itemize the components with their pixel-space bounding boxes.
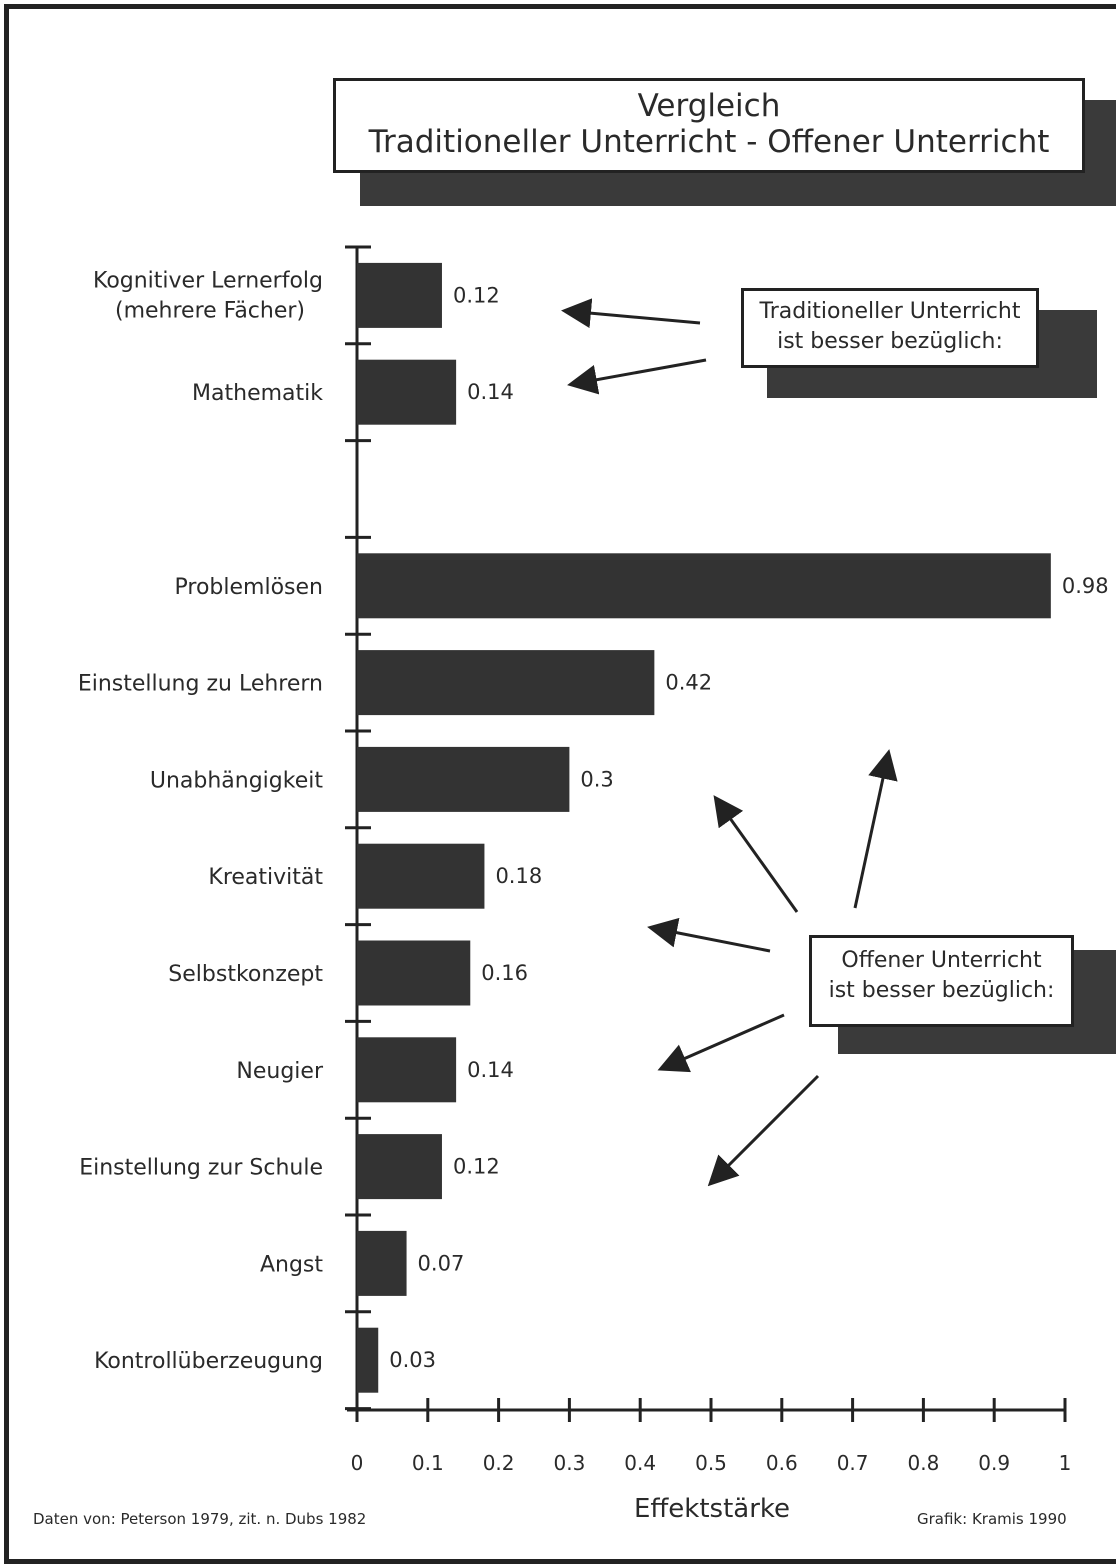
bar-unabhangigkeit xyxy=(357,746,570,812)
value-label-mathematik: 0.14 xyxy=(467,380,514,404)
x-tick-label: 0.2 xyxy=(483,1451,515,1475)
annotation-arrows xyxy=(561,298,898,1187)
value-label-kontrolluberzeugung: 0.03 xyxy=(389,1348,436,1372)
x-tick-label: 0.9 xyxy=(978,1451,1010,1475)
x-tick-label: 0.4 xyxy=(624,1451,656,1475)
open-note: Offener Unterricht ist besser bezüglich: xyxy=(809,935,1074,1027)
x-tick-label: 0 xyxy=(351,1451,364,1475)
title-box: Vergleich Traditioneller Unterricht - Of… xyxy=(333,78,1085,173)
x-tick-label: 0.1 xyxy=(412,1451,444,1475)
value-label-angst: 0.07 xyxy=(418,1251,465,1275)
category-label-line2-kognitiver-lernerfolg-mehrere-facher: (mehrere Fächer) xyxy=(115,298,305,323)
traditional-note: Traditioneller Unterricht ist besser bez… xyxy=(741,288,1039,368)
annotation-arrow xyxy=(657,1013,785,1073)
x-tick-label: 0.5 xyxy=(695,1451,727,1475)
annotation-arrow xyxy=(561,298,701,329)
data-source-note: Daten von: Peterson 1979, zit. n. Dubs 1… xyxy=(33,1510,367,1528)
x-tick-label: 0.3 xyxy=(553,1451,585,1475)
category-label-unabhangigkeit: Unabhängigkeit xyxy=(150,768,324,793)
value-label-einstellung-zu-lehrern: 0.42 xyxy=(665,671,712,695)
x-tick-label: 0.8 xyxy=(907,1451,939,1475)
value-label-selbstkonzept: 0.16 xyxy=(481,961,528,985)
chart-title-line-2: Traditioneller Unterricht - Offener Unte… xyxy=(368,124,1050,160)
graphic-credit: Grafik: Kramis 1990 xyxy=(917,1510,1067,1528)
bar-problemlosen xyxy=(357,553,1051,619)
bar-einstellung-zu-lehrern xyxy=(357,650,655,716)
bars xyxy=(357,262,1051,1393)
x-tick-label: 0.6 xyxy=(766,1451,798,1475)
bar-kognitiver-lernerfolg-mehrere-facher xyxy=(357,262,442,328)
bar-selbstkonzept xyxy=(357,940,471,1006)
category-label-einstellung-zu-lehrern: Einstellung zu Lehrern xyxy=(78,672,323,697)
category-label-problemlosen: Problemlösen xyxy=(175,575,323,600)
value-label-einstellung-zur-schule: 0.12 xyxy=(453,1155,500,1179)
annotation-arrow xyxy=(647,917,771,953)
value-label-kognitiver-lernerfolg-mehrere-facher: 0.12 xyxy=(453,283,500,307)
x-tick-label: 1 xyxy=(1059,1451,1072,1475)
chart-title-line-1: Vergleich xyxy=(637,88,781,124)
category-label-kontrolluberzeugung: Kontrollüberzeugung xyxy=(94,1349,323,1374)
value-label-kreativitat: 0.18 xyxy=(495,864,542,888)
x-tick-label: 0.7 xyxy=(837,1451,869,1475)
bar-mathematik xyxy=(357,359,457,425)
category-label-angst: Angst xyxy=(260,1252,323,1277)
bar-kontrolluberzeugung xyxy=(357,1327,379,1393)
annotation-arrow xyxy=(707,1074,820,1187)
axes: 0 0.1 0.2 0.3 0.4 0.5 0.6 0.7 0.8 0.9 1 Effektstärk… xyxy=(345,245,1072,1524)
labels: 0.12 Kognitiver Lernerfolg (mehrere Fächer… xyxy=(78,268,1109,1374)
bar-kreativitat xyxy=(357,843,485,909)
bar-einstellung-zur-schule xyxy=(357,1134,442,1200)
value-label-unabhangigkeit: 0.3 xyxy=(580,767,613,791)
category-label-neugier: Neugier xyxy=(236,1059,324,1084)
bar-angst xyxy=(357,1230,407,1296)
value-label-neugier: 0.14 xyxy=(467,1058,514,1082)
category-label-selbstkonzept: Selbstkonzept xyxy=(168,962,323,987)
category-label-mathematik: Mathematik xyxy=(192,381,323,406)
x-axis-label: Effektstärke xyxy=(634,1494,790,1524)
annotation-arrow xyxy=(567,358,707,395)
category-label-einstellung-zur-schule: Einstellung zur Schule xyxy=(79,1156,323,1181)
annotation-arrow xyxy=(853,749,898,909)
annotation-arrow xyxy=(713,795,799,913)
category-label-kognitiver-lernerfolg-mehrere-facher: Kognitiver Lernerfolg xyxy=(93,268,323,293)
bar-neugier xyxy=(357,1037,457,1103)
category-label-kreativitat: Kreativität xyxy=(208,865,323,890)
value-label-problemlosen: 0.98 xyxy=(1062,574,1109,598)
